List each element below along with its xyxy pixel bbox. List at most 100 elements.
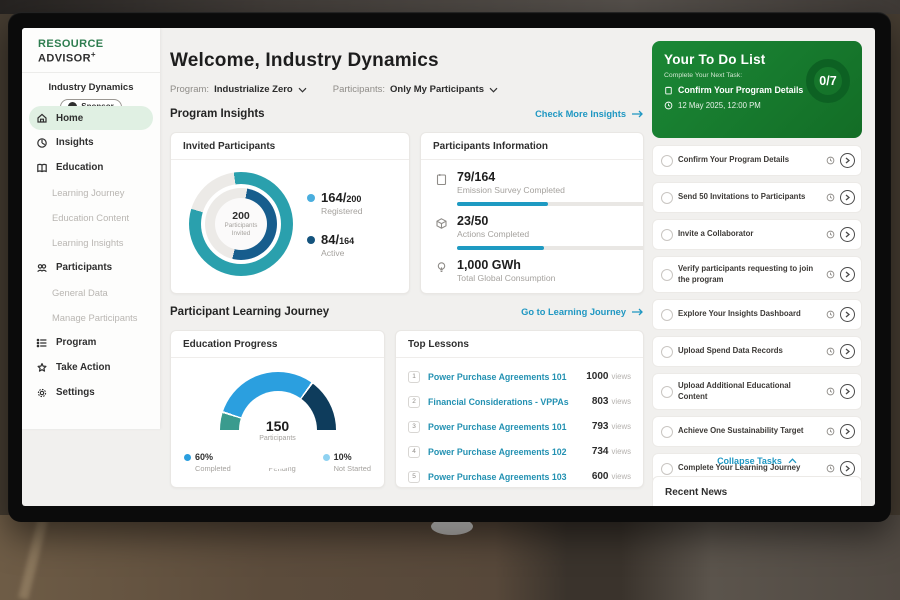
legend-item-completed: 60% Completed [184,452,231,473]
task-checkbox[interactable] [661,154,673,167]
legend-item-registered: 164/200 Registered [307,190,363,216]
task-open-button[interactable] [840,461,855,477]
task-open-button[interactable] [840,424,855,440]
lesson-link[interactable]: Power Purchase Agreements 101 [428,371,567,382]
check-more-insights-link[interactable]: Check More Insights [535,109,644,119]
todo-title: Your To Do List [664,52,766,67]
gauge-hole [238,391,317,469]
list-icon [36,338,47,347]
task-checkbox[interactable] [661,308,673,321]
task-checkbox[interactable] [661,462,673,475]
sidebar-item-learning-journey[interactable]: Learning Journey [22,180,160,205]
task-open-button[interactable] [840,153,855,168]
task-row-explore-insights[interactable]: Explore Your Insights Dashboard [652,299,862,331]
lesson-views: 1000 [586,371,609,382]
task-checkbox[interactable] [661,425,673,438]
completed-label: Completed [195,464,231,473]
lesson-views: 803 [591,396,609,407]
participants-select[interactable]: Participants: Only My Participants [333,84,498,95]
collapse-tasks-link[interactable]: Collapse Tasks [652,456,862,466]
todo-progress-ring: 0/7 [806,59,850,103]
task-open-button[interactable] [840,267,855,283]
task-label: Explore Your Insights Dashboard [678,309,801,319]
education-progress-gauge: 150 Participants [219,372,336,487]
clock-icon [826,193,835,202]
top-lessons-title: Top Lessons [396,331,643,358]
monitor-bezel: RESOURCE ADVISOR+ Industry Dynamics Spon… [8,12,891,522]
lesson-link[interactable]: Power Purchase Agreements 101 [428,421,567,432]
clock-icon [826,270,835,279]
sidebar-item-participants[interactable]: Participants [22,255,160,280]
clock-icon [664,101,673,110]
lesson-row: 3 Power Purchase Agreements 101 793 views [408,414,631,439]
emission-survey-label: Emission Survey Completed [457,185,565,195]
sidebar-item-manage-participants[interactable]: Manage Participants [22,305,160,330]
task-checkbox[interactable] [661,191,673,204]
sidebar-item-label: General Data [52,287,108,298]
registered-total: 200 [346,194,362,204]
gauge-center: 150 Participants [220,418,336,442]
task-row-upload-spend-data[interactable]: Upload Spend Data Records [652,336,862,368]
recent-news-card: Recent News [652,476,862,506]
lesson-views: 793 [591,421,609,432]
sidebar-item-learning-insights[interactable]: Learning Insights [22,230,160,255]
program-select[interactable]: Program: Industrialize Zero [170,84,307,95]
sidebar-item-general-data[interactable]: General Data [22,280,160,305]
sidebar-item-education-content[interactable]: Education Content [22,205,160,230]
views-suffix: views [611,472,632,481]
sidebar-item-program[interactable]: Program [22,330,160,355]
emission-survey-progress [457,202,643,206]
task-checkbox[interactable] [661,385,673,398]
logo-primary: RESOURCE [38,38,104,50]
todo-next-task: Confirm Your Program Details [664,85,850,95]
task-open-button[interactable] [840,190,855,205]
participants-information-title: Participants Information [421,133,643,160]
collapse-tasks-label: Collapse Tasks [717,456,782,466]
lesson-link[interactable]: Financial Considerations - VPPAs [428,396,569,407]
lesson-row: 4 Power Purchase Agreements 102 734 views [408,439,631,464]
todo-next-task-label: Confirm Your Program Details [678,85,804,95]
clock-icon [826,156,835,165]
task-open-button[interactable] [840,227,855,242]
actions-completed-progress [457,246,643,250]
chevron-right-icon [845,388,850,395]
education-progress-title: Education Progress [171,331,384,358]
task-checkbox[interactable] [661,268,673,281]
task-row-invite-collaborator[interactable]: Invite a Collaborator [652,219,862,250]
lesson-link[interactable]: Power Purchase Agreements 103 [428,471,567,482]
go-to-learning-journey-link[interactable]: Go to Learning Journey [521,307,644,317]
sidebar-item-insights[interactable]: Insights [22,130,160,155]
task-open-button[interactable] [840,384,855,400]
task-label: Complete Your Learning Journey [678,463,801,473]
sidebar-item-home[interactable]: Home [29,106,153,130]
task-label: Confirm Your Program Details [678,155,790,165]
sidebar-nav: Home Insights Education Learning Journey… [22,106,160,405]
task-row-achieve-sustainability-target[interactable]: Achieve One Sustainability Target [652,416,862,448]
todo-subtitle: Complete Your Next Task: [664,72,743,79]
book-icon [37,163,47,172]
task-open-button[interactable] [840,344,855,360]
sidebar-item-settings[interactable]: Settings [22,380,160,405]
sidebar-program-name: Industry Dynamics [48,81,134,93]
page-title: Welcome, Industry Dynamics [170,50,439,71]
task-checkbox[interactable] [661,228,673,241]
chevron-right-icon [845,428,850,435]
task-row-confirm-program[interactable]: Confirm Your Program Details [652,145,862,176]
task-open-button[interactable] [840,307,855,323]
sidebar-item-label: Take Action [56,362,111,373]
task-row-upload-educational-content[interactable]: Upload Additional Educational Content [652,373,862,411]
task-row-verify-participants[interactable]: Verify participants requesting to join t… [652,256,862,294]
task-checkbox[interactable] [661,345,673,358]
sidebar-item-take-action[interactable]: Take Action [22,355,160,380]
clock-icon [826,230,835,239]
lesson-rank: 4 [408,445,420,458]
views-suffix: views [611,447,632,456]
task-row-send-invitations[interactable]: Send 50 Invitations to Participants [652,182,862,213]
stat-emission-survey: 79/164 Emission Survey Completed [435,170,629,195]
lesson-link[interactable]: Power Purchase Agreements 102 [428,446,567,457]
participants-select-label: Participants: [332,84,386,95]
chevron-right-icon [845,157,850,164]
todo-due-label: 12 May 2025, 12:00 PM [678,101,761,110]
chevron-down-icon [489,87,498,93]
sidebar-item-education[interactable]: Education [22,155,160,180]
